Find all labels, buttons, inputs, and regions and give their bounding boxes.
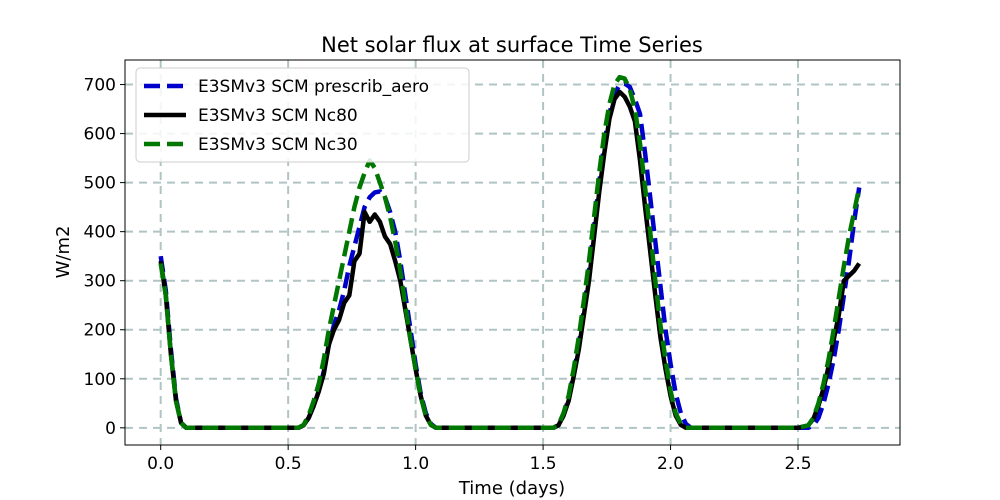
x-tick-label: 2.0 bbox=[657, 454, 684, 474]
x-axis-ticks: 0.0 0.5 1.0 1.5 2.0 2.5 bbox=[147, 445, 812, 474]
x-axis-label: Time (days) bbox=[458, 478, 565, 499]
y-axis-label: W/m2 bbox=[53, 226, 74, 279]
y-tick-label: 400 bbox=[84, 223, 116, 243]
x-tick-label: 0.5 bbox=[275, 454, 302, 474]
chart-title: Net solar flux at surface Time Series bbox=[321, 33, 703, 57]
y-tick-label: 200 bbox=[84, 321, 116, 341]
x-tick-label: 2.5 bbox=[785, 454, 812, 474]
legend-label: E3SMv3 SCM Nc80 bbox=[198, 106, 358, 126]
y-tick-label: 0 bbox=[105, 419, 116, 439]
y-axis-ticks: 0 100 200 300 400 500 600 700 bbox=[84, 76, 125, 439]
legend: E3SMv3 SCM prescrib_aero E3SMv3 SCM Nc80 E… bbox=[135, 67, 470, 163]
legend-label: E3SMv3 SCM Nc30 bbox=[198, 135, 358, 155]
y-tick-label: 100 bbox=[84, 370, 116, 390]
y-tick-label: 500 bbox=[84, 174, 116, 194]
plot-frame bbox=[124, 59, 901, 446]
x-tick-label: 1.5 bbox=[530, 454, 557, 474]
legend-label: E3SMv3 SCM prescrib_aero bbox=[198, 77, 429, 97]
x-tick-label: 1.0 bbox=[402, 454, 429, 474]
series-line-3 bbox=[158, 74, 862, 431]
y-tick-label: 600 bbox=[84, 125, 116, 145]
y-tick-label: 700 bbox=[84, 76, 116, 96]
legend-box bbox=[135, 67, 470, 163]
x-tick-label: 0.0 bbox=[147, 454, 174, 474]
series-lines bbox=[158, 74, 862, 431]
y-tick-label: 300 bbox=[84, 272, 116, 292]
